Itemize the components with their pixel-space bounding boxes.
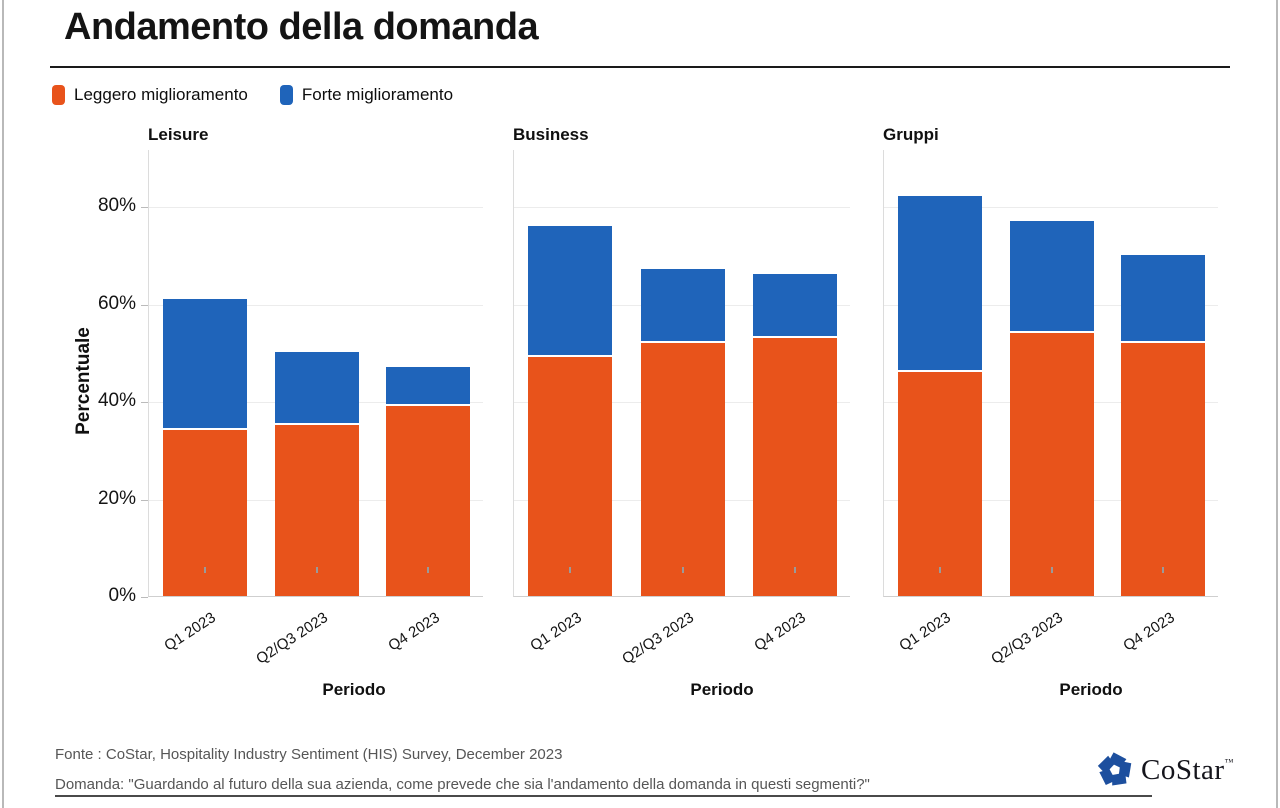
x-axis-title: Periodo (690, 680, 754, 699)
title-divider (50, 66, 1230, 68)
x-tick-label: Q1 2023 (896, 609, 955, 655)
stacked-bar (1121, 254, 1206, 596)
x-tick-mark (681, 567, 684, 573)
bar-segment-forte-miglioramento (386, 366, 471, 406)
bar-segment-forte-miglioramento (1009, 220, 1094, 333)
legend-item-forte: Forte miglioramento (279, 85, 454, 105)
source-label: Fonte : (55, 746, 102, 763)
stacked-bar (528, 225, 613, 596)
bar-segment-leggero-miglioramento (1121, 342, 1206, 596)
legend-item-leggero: Leggero miglioramento (52, 85, 248, 105)
stacked-bar (897, 196, 982, 596)
x-tick-mark (427, 567, 430, 573)
y-tick-label: 20% (97, 487, 136, 509)
bar-segment-forte-miglioramento (528, 225, 613, 358)
costar-pinwheel-icon (1097, 752, 1132, 786)
slide-right-border (1276, 0, 1278, 808)
y-tick-mark (141, 597, 148, 598)
source-text: CoStar, Hospitality Industry Sentiment (… (105, 746, 563, 763)
x-tick-label: Q1 2023 (161, 609, 220, 655)
x-axis-title: Periodo (1059, 680, 1123, 699)
panel-title: Business (513, 125, 589, 144)
y-tick-mark (141, 499, 148, 501)
bar-segment-leggero-miglioramento (752, 337, 837, 596)
x-tick-label: Q4 2023 (751, 609, 810, 655)
chart-legend: Leggero miglioramento Forte miglioramento (52, 85, 453, 105)
costar-logo-text: CoStar™ (1141, 753, 1234, 786)
question-note: Domanda: "Guardando al futuro della sua … (55, 776, 870, 793)
slide-left-border (2, 0, 4, 808)
x-tick-label: Q2/Q3 2023 (987, 609, 1066, 668)
bar-segment-forte-miglioramento (752, 274, 837, 338)
stacked-bar (1009, 220, 1094, 596)
x-axis-title: Periodo (322, 680, 386, 699)
gridline (149, 304, 483, 306)
x-tick-mark (569, 567, 572, 573)
bar-segment-forte-miglioramento (162, 298, 247, 431)
bar-segment-leggero-miglioramento (386, 405, 471, 596)
bar-segment-leggero-miglioramento (640, 342, 725, 596)
stacked-bar (162, 298, 247, 596)
legend-swatch-icon (52, 85, 65, 105)
y-axis-title: Percentuale (72, 327, 94, 435)
question-label: Domanda: (55, 776, 125, 793)
page-title: Andamento della domanda (64, 6, 539, 48)
x-tick-label: Q4 2023 (1119, 609, 1178, 655)
chart-panel-gruppi: Gruppi Q1 2023 Q2/Q3 2023 Q4 2023 Periodo (883, 120, 1218, 720)
stacked-bar (386, 366, 471, 596)
y-tick-label: 60% (97, 292, 136, 314)
x-tick-mark (203, 567, 206, 573)
y-tick-label: 40% (97, 390, 136, 411)
chart-panel-leisure: Leisure Q1 2023 Q2/Q3 2023 Q4 2023 Periodo (148, 120, 483, 720)
legend-label: Leggero miglioramento (74, 85, 248, 104)
x-tick-label: Q2/Q3 2023 (252, 609, 331, 668)
bar-segment-leggero-miglioramento (528, 357, 613, 596)
x-tick-mark (793, 567, 796, 573)
plot-area (513, 150, 850, 597)
plot-area (883, 150, 1218, 597)
bar-segment-forte-miglioramento (640, 269, 725, 343)
chart-panel-business: Business Q1 2023 Q2/Q3 2023 Q4 2023 Periodo (513, 120, 850, 720)
legend-swatch-icon (279, 85, 293, 105)
gridline (514, 207, 850, 208)
y-tick-mark (141, 402, 148, 403)
source-note: Fonte : CoStar, Hospitality Industry Sen… (55, 746, 562, 763)
y-tick-label: 0% (108, 585, 136, 606)
footer-divider (55, 795, 1152, 797)
stacked-bar (274, 352, 359, 596)
x-tick-label: Q1 2023 (526, 609, 585, 655)
panel-title: Leisure (148, 125, 209, 144)
x-tick-mark (1162, 567, 1165, 573)
gridline (149, 207, 483, 208)
costar-logo: CoStar™ (1096, 750, 1234, 790)
bar-segment-leggero-miglioramento (897, 371, 982, 596)
bar-segment-forte-miglioramento (1121, 254, 1206, 343)
bar-segment-forte-miglioramento (897, 196, 982, 372)
x-tick-label: Q4 2023 (384, 609, 443, 655)
trademark-symbol: ™ (1224, 756, 1234, 767)
y-tick-label: 80% (97, 195, 136, 216)
y-tick-mark (141, 207, 148, 208)
panel-title: Gruppi (883, 125, 939, 144)
bar-segment-leggero-miglioramento (1009, 332, 1094, 596)
x-tick-mark (1050, 567, 1053, 573)
x-tick-mark (315, 567, 318, 573)
y-tick-mark (141, 304, 148, 306)
gridline (884, 207, 1218, 208)
stacked-bar (752, 274, 837, 596)
stacked-bar (640, 269, 725, 596)
x-tick-mark (938, 567, 941, 573)
plot-area (148, 150, 483, 597)
legend-label: Forte miglioramento (301, 85, 454, 104)
question-text: "Guardando al futuro della sua azienda, … (128, 776, 870, 793)
x-tick-label: Q2/Q3 2023 (618, 609, 697, 668)
y-axis: 0% 20% 40% 60% 80% (40, 120, 148, 720)
bar-segment-forte-miglioramento (274, 352, 359, 426)
